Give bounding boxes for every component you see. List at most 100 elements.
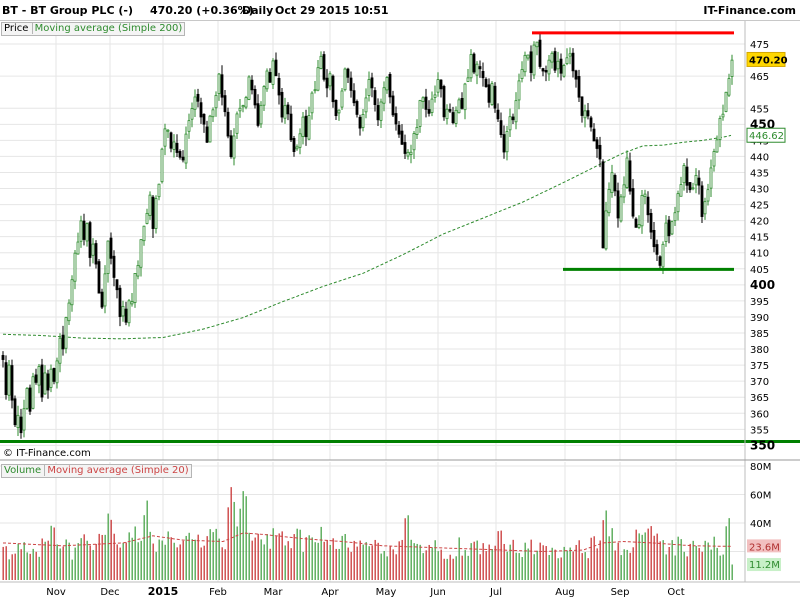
candle-body bbox=[715, 139, 719, 153]
price-legend[interactable]: Price Moving average (Simple 200) bbox=[1, 22, 186, 36]
volume-bar bbox=[692, 540, 694, 580]
volume-bar bbox=[308, 535, 310, 580]
volume-bar bbox=[92, 549, 94, 580]
volume-bar bbox=[293, 534, 295, 580]
price-tick-label: 440 bbox=[750, 152, 769, 163]
candle bbox=[280, 88, 284, 123]
volume-bar bbox=[143, 515, 145, 580]
volume-bar bbox=[386, 556, 388, 580]
candle bbox=[160, 147, 164, 184]
volume-bar bbox=[647, 528, 649, 580]
candle-body bbox=[583, 110, 587, 119]
candle-body bbox=[184, 133, 188, 164]
volume-bar bbox=[5, 546, 7, 580]
volume-bar bbox=[290, 548, 292, 580]
volume-bar bbox=[485, 551, 487, 580]
volume-bar bbox=[365, 542, 367, 580]
candle bbox=[73, 249, 77, 290]
candle-body bbox=[640, 195, 644, 227]
candle-body bbox=[427, 109, 431, 114]
volume-bar bbox=[56, 544, 58, 580]
candle-body bbox=[604, 210, 608, 250]
volume-bar bbox=[278, 533, 280, 580]
candle bbox=[217, 72, 221, 101]
candle-body bbox=[400, 130, 404, 145]
volume-bar bbox=[671, 540, 673, 580]
volume-bar bbox=[257, 533, 259, 580]
price-tick-label: 365 bbox=[750, 393, 769, 404]
candle-body bbox=[541, 68, 545, 72]
candle-body bbox=[22, 408, 26, 431]
last-price-label: 470.20 bbox=[749, 55, 788, 66]
candle-body bbox=[46, 373, 50, 391]
volume-bar bbox=[665, 554, 667, 580]
volume-bar bbox=[440, 549, 442, 580]
candle-body bbox=[538, 39, 542, 67]
candle-body bbox=[580, 96, 584, 116]
candle-body bbox=[112, 255, 116, 278]
volume-bar bbox=[704, 540, 706, 580]
candle-body bbox=[121, 306, 125, 317]
candle bbox=[391, 90, 395, 117]
candle bbox=[331, 74, 335, 108]
candle bbox=[655, 239, 659, 261]
candle bbox=[223, 89, 227, 117]
candle-body bbox=[694, 175, 698, 186]
volume-axis: 40M 60M 80M 23.6M 11.2M bbox=[747, 462, 781, 572]
candle-body bbox=[595, 139, 599, 149]
candle-body bbox=[73, 252, 77, 282]
candle bbox=[172, 134, 176, 158]
candle bbox=[178, 149, 182, 160]
candle-body bbox=[493, 85, 497, 109]
candle bbox=[472, 52, 476, 75]
candle bbox=[538, 33, 542, 69]
candle-body bbox=[628, 160, 632, 192]
volume-bar bbox=[443, 558, 445, 580]
candle bbox=[4, 355, 8, 400]
candle bbox=[274, 52, 278, 77]
candle-body bbox=[394, 113, 398, 125]
candle-body bbox=[622, 184, 626, 198]
candle-body bbox=[652, 229, 656, 248]
candle-body bbox=[565, 57, 569, 65]
candle bbox=[583, 104, 587, 128]
candle-body bbox=[634, 218, 638, 228]
candle bbox=[10, 359, 14, 409]
ma-value-badge bbox=[746, 127, 786, 143]
candle bbox=[730, 54, 734, 85]
volume-bar bbox=[608, 536, 610, 580]
candle-body bbox=[586, 110, 590, 117]
volume-bar bbox=[329, 544, 331, 580]
candle-body bbox=[424, 96, 428, 110]
candle-body bbox=[145, 212, 149, 224]
volume-bar bbox=[317, 542, 319, 580]
candle bbox=[706, 183, 710, 206]
volume-bar bbox=[59, 548, 61, 580]
candle bbox=[214, 91, 218, 117]
candle-body bbox=[115, 279, 119, 291]
candle bbox=[259, 101, 263, 128]
volume-bar bbox=[215, 528, 217, 580]
candle-body bbox=[235, 113, 239, 134]
candle bbox=[298, 128, 302, 155]
volume-bar bbox=[479, 554, 481, 580]
candle bbox=[364, 88, 368, 119]
candle bbox=[157, 183, 161, 201]
candle-body bbox=[358, 116, 362, 129]
volume-bar bbox=[347, 547, 349, 580]
candle-body bbox=[349, 77, 353, 91]
candle-body bbox=[700, 185, 704, 217]
candle bbox=[67, 299, 71, 326]
candle bbox=[427, 100, 431, 117]
candle-body bbox=[718, 117, 722, 141]
volume-bar bbox=[86, 540, 88, 580]
volume-bar bbox=[296, 528, 298, 580]
candle-body bbox=[49, 368, 53, 388]
candle bbox=[409, 144, 413, 164]
candle-body bbox=[478, 66, 482, 70]
candle bbox=[28, 384, 32, 415]
candle bbox=[82, 213, 86, 246]
volume-bar bbox=[179, 544, 181, 580]
volume-bar bbox=[233, 501, 235, 580]
volume-legend[interactable]: Volume Moving average (Simple 20) bbox=[1, 464, 192, 478]
